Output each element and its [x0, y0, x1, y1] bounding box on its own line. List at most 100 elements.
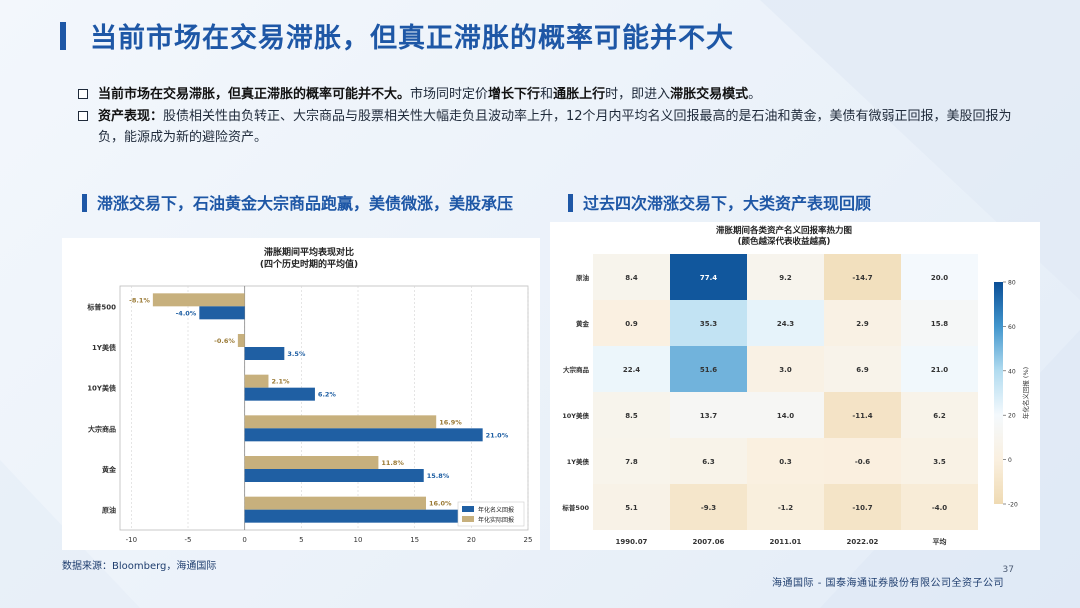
heatmap-cell	[901, 392, 978, 438]
cell-value: 6.2	[933, 412, 946, 420]
bar-value-label: 16.0%	[429, 500, 452, 508]
cell-value: 77.4	[700, 274, 717, 282]
x-tick-label: -5	[185, 536, 192, 544]
bullet-list: 当前市场在交易滞胀，但真正滞胀的概率可能并不大。市场同时定价增长下行和通胀上行时…	[78, 84, 1028, 149]
heatmap-cell	[824, 346, 901, 392]
real-return-bar	[244, 415, 437, 429]
cell-value: -1.2	[778, 504, 793, 512]
legend-label: 年化名义回报	[478, 506, 514, 514]
category-label: 大宗商品	[88, 424, 116, 433]
bar-value-label: 2.1%	[271, 378, 290, 386]
heatmap-cell	[593, 254, 670, 300]
category-label: 1Y美债	[92, 343, 116, 352]
nominal-return-bar	[199, 306, 245, 320]
colorbar	[994, 282, 1003, 504]
bar-value-label: 6.2%	[318, 391, 337, 399]
x-tick-label: -10	[126, 536, 137, 544]
heatmap-cell	[901, 300, 978, 346]
row-label: 原油	[576, 273, 590, 282]
real-return-bar	[244, 374, 269, 388]
heatmap-cell	[747, 438, 824, 484]
row-label: 大宗商品	[563, 365, 590, 374]
chart-subtitle: (四个历史时期的平均值)	[260, 258, 358, 270]
cell-value: 24.3	[777, 320, 794, 328]
section-accent-bar	[568, 194, 573, 212]
x-tick-label: 25	[524, 536, 533, 544]
cell-value: 22.4	[623, 366, 640, 374]
colorbar-tick-label: 60	[1008, 324, 1016, 331]
heatmap-cell	[824, 392, 901, 438]
heatmap-cell	[901, 484, 978, 530]
row-label: 1Y美债	[567, 457, 590, 466]
page-number: 37	[1002, 565, 1014, 575]
colorbar-label: 年化名义回报 (%)	[1021, 367, 1030, 419]
cell-value: -10.7	[852, 504, 872, 512]
heatmap-panel: 滞胀期间各类资产名义回报率热力图 (颜色越深代表收益越高) 原油 8.4 77.4 9.2…	[550, 222, 1040, 550]
heatmap-cell	[824, 438, 901, 484]
cell-value: 20.0	[931, 274, 948, 282]
bar-chart: 滞胀期间平均表现对比(四个历史时期的平均值) -10 -5 0 5 10 15 20 25 标普5…	[86, 246, 533, 544]
section-heading-right: 过去四次滞涨交易下，大类资产表现回顾	[568, 190, 871, 214]
category-label: 黄金	[102, 465, 117, 474]
cell-value: 0.9	[625, 320, 638, 328]
real-return-bar	[237, 334, 245, 347]
x-tick-label: 15	[410, 536, 419, 544]
heatmap-cell	[670, 346, 747, 392]
col-label: 2011.01	[770, 538, 802, 546]
cell-value: 9.2	[779, 274, 792, 282]
colorbar-tick-label: 40	[1008, 368, 1016, 375]
bar-value-label: -4.0%	[176, 309, 197, 317]
bar-value-label: 11.8%	[381, 459, 404, 467]
nominal-return-bar	[244, 509, 472, 523]
col-label: 平均	[933, 537, 947, 546]
nominal-return-bar	[244, 387, 315, 401]
row-label: 黄金	[576, 319, 590, 328]
cell-value: 7.8	[625, 458, 638, 466]
real-return-bar	[244, 496, 426, 510]
heatmap-cell	[747, 346, 824, 392]
category-label: 原油	[102, 506, 116, 515]
section-accent-bar	[82, 194, 87, 212]
cell-value: 3.5	[933, 458, 946, 466]
heatmap-cell	[670, 438, 747, 484]
heatmap-cell	[593, 484, 670, 530]
heatmap-cell	[593, 438, 670, 484]
col-label: 1990.07	[616, 538, 648, 546]
cell-value: 6.3	[702, 458, 715, 466]
cell-value: 5.1	[625, 504, 638, 512]
nominal-return-bar	[244, 347, 285, 360]
plot-frame	[119, 285, 529, 531]
col-label: 2007.06	[693, 538, 725, 546]
x-tick-label: 5	[299, 536, 303, 544]
row-label: 10Y美债	[562, 411, 589, 420]
legend-swatch	[462, 506, 474, 512]
checkbox-icon	[78, 111, 88, 121]
cell-value: 3.0	[779, 366, 792, 374]
bullet-item: 当前市场在交易滞胀，但真正滞胀的概率可能并不大。市场同时定价增长下行和通胀上行时…	[78, 84, 1028, 105]
bar-value-label: 3.5%	[287, 350, 306, 358]
heatmap-cell	[593, 300, 670, 346]
footer-company: 海通国际 - 国泰海通证券股份有限公司全资子公司	[772, 578, 1004, 589]
colorbar-tick-label: 80	[1008, 280, 1016, 287]
cell-value: -0.6	[855, 458, 870, 466]
checkbox-icon	[78, 89, 88, 99]
legend-label: 年化实际回报	[478, 516, 514, 524]
cell-value: 0.3	[779, 458, 792, 466]
real-return-bar	[152, 293, 245, 307]
bullet-item: 资产表现：股债相关性由负转正、大宗商品与股票相关性大幅走负且波动率上升，12个月…	[78, 106, 1028, 148]
section-heading-left: 滞涨交易下，石油黄金大宗商品跑赢，美债微涨，美股承压	[82, 190, 513, 214]
col-label: 2022.02	[847, 538, 879, 546]
cell-value: 13.7	[700, 412, 717, 420]
heatmap-cell	[670, 300, 747, 346]
x-tick-label: 10	[354, 536, 363, 544]
heatmap-cell	[747, 484, 824, 530]
title-accent-bar	[60, 22, 66, 50]
heatmap-cell	[593, 346, 670, 392]
data-source: 数据来源：Bloomberg，海通国际	[62, 561, 217, 572]
colorbar-tick-label: 20	[1008, 413, 1016, 420]
heatmap-cell	[593, 392, 670, 438]
bar-value-label: 21.0%	[486, 431, 509, 439]
heatmap-title: 滞胀期间各类资产名义回报率热力图	[716, 225, 852, 236]
cell-value: -11.4	[852, 412, 872, 420]
cell-value: 2.9	[856, 320, 869, 328]
